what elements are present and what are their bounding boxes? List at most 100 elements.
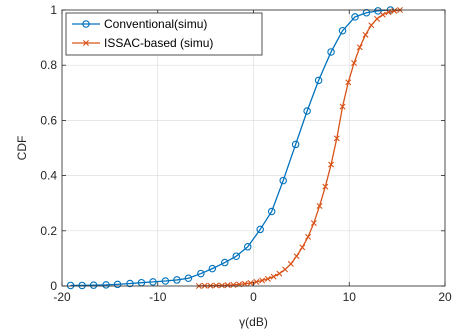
data-point (379, 11, 386, 18)
marker-stroke (282, 266, 289, 273)
data-point (230, 281, 237, 288)
data-point (368, 22, 375, 29)
data-point (327, 48, 335, 56)
marker-stroke (333, 135, 340, 142)
marker-stroke (351, 60, 358, 66)
data-point (316, 202, 323, 209)
marker-stroke (264, 275, 271, 282)
data-point (351, 60, 358, 66)
data-point (264, 275, 271, 282)
legend-box (65, 12, 263, 56)
y-axis-label: CDF (15, 136, 29, 161)
data-point (221, 258, 229, 267)
marker-stroke (276, 270, 283, 277)
legend: Conventional(simu) ISSAC-based (simu) (65, 12, 263, 56)
y-tick-label: 0.4 (40, 169, 57, 183)
data-point (213, 282, 220, 289)
data-point (126, 279, 134, 288)
marker-stroke (270, 273, 277, 280)
marker-stroke (322, 183, 329, 190)
y-tick-label: 0.2 (40, 224, 57, 238)
marker-stroke (241, 280, 248, 287)
data-point (149, 278, 157, 286)
marker-stroke (379, 11, 386, 18)
marker-stroke (299, 244, 306, 251)
data-point (356, 44, 363, 51)
marker-stroke (293, 253, 300, 260)
data-point (89, 281, 98, 289)
data-point (351, 13, 359, 21)
data-point (173, 276, 181, 284)
marker-stroke (339, 103, 346, 110)
marker-stroke (218, 282, 225, 289)
data-point (267, 207, 276, 216)
data-point (374, 7, 382, 15)
x-tick-label: 0 (250, 290, 257, 304)
marker-stroke (391, 7, 398, 14)
marker-stroke (374, 15, 381, 22)
marker-stroke (345, 79, 352, 86)
data-point (310, 220, 317, 227)
legend-marker (83, 40, 89, 46)
marker-stroke (356, 44, 363, 51)
data-point (241, 280, 248, 287)
data-point (339, 103, 346, 110)
data-point (78, 281, 86, 290)
data-point (232, 252, 241, 260)
data-point (385, 9, 392, 16)
data-point (218, 282, 225, 289)
data-point (333, 135, 340, 142)
marker-stroke (247, 279, 254, 286)
marker-stroke (385, 9, 392, 16)
data-point (161, 277, 170, 285)
ticks: -20 -10 0 10 20 0 0.2 0.4 0.6 0.8 1 (40, 3, 452, 304)
x-tick-label: 10 (343, 290, 357, 304)
marker-stroke (316, 202, 323, 209)
data-point (328, 161, 335, 168)
x-tick-label: -20 (53, 290, 71, 304)
data-point (253, 278, 260, 285)
legend-item-2: ISSAC-based (simu) (72, 36, 213, 50)
data-point (66, 281, 75, 290)
data-point (303, 107, 311, 115)
data-point (244, 243, 252, 251)
data-point (224, 282, 231, 289)
marker-stroke (310, 220, 317, 227)
data-point (305, 233, 312, 240)
marker-stroke (287, 260, 294, 267)
legend-label: ISSAC-based (simu) (104, 36, 213, 50)
data-point (113, 280, 122, 289)
data-point (374, 15, 381, 22)
marker-stroke (259, 277, 266, 284)
data-point (102, 281, 110, 289)
marker-stroke (213, 282, 220, 289)
y-tick-label: 1 (50, 3, 57, 17)
marker-stroke (362, 31, 369, 38)
data-point (247, 279, 254, 286)
data-point (276, 270, 283, 277)
data-point (338, 26, 347, 35)
series-layer (66, 6, 403, 290)
marker-stroke (305, 233, 312, 240)
data-point (256, 225, 264, 234)
data-point (362, 9, 371, 17)
x-axis-label: γ(dB) (239, 315, 268, 329)
series-1 (66, 6, 395, 290)
y-tick-label: 0 (50, 279, 57, 293)
x-tick-label: 20 (438, 290, 452, 304)
marker-stroke (328, 161, 335, 168)
data-point (293, 253, 300, 260)
series-2 (195, 7, 403, 289)
data-point (391, 7, 398, 14)
y-tick-label: 0.8 (40, 58, 57, 72)
data-point (322, 183, 329, 190)
legend-marker (82, 20, 90, 28)
marker-stroke (368, 22, 375, 29)
data-point (362, 31, 369, 38)
data-point (287, 260, 294, 267)
series-line (70, 9, 391, 287)
data-point (345, 79, 352, 86)
data-point (270, 273, 277, 280)
marker-stroke (83, 40, 89, 46)
